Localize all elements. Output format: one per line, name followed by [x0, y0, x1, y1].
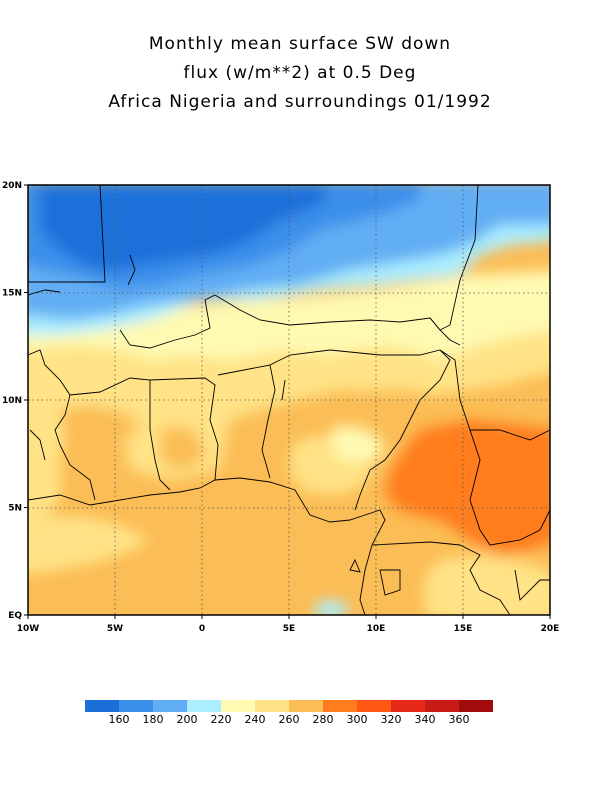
axis-tick-marks [24, 184, 551, 619]
colorbar-swatch [289, 700, 323, 712]
field-band-lt160 [40, 185, 330, 270]
colorbar-label: 200 [176, 713, 198, 726]
colorbar-swatch [153, 700, 187, 712]
y-tick-label: 15N [2, 289, 22, 299]
colorbar-swatch [357, 700, 391, 712]
colorbar-swatch [425, 700, 459, 712]
map-title-line3: Africa Nigeria and surroundings 01/1992 [108, 92, 492, 112]
colorbar-label: 300 [346, 713, 368, 726]
x-tick-label: 15E [454, 624, 473, 634]
colorbar-label: 280 [312, 713, 334, 726]
colorbar-swatch [119, 700, 153, 712]
y-tick-label: EQ [8, 611, 22, 621]
colorbar-label: 220 [210, 713, 232, 726]
grid-lines [28, 185, 550, 615]
map-title-line1: Monthly mean surface SW down [148, 34, 452, 54]
colorbar-swatch [221, 700, 255, 712]
x-tick-label: 5W [107, 624, 123, 634]
border-north [28, 185, 106, 283]
x-tick-label: 5E [283, 624, 295, 634]
colorbar-label: 260 [278, 713, 300, 726]
y-tick-label: 5N [8, 504, 22, 514]
x-tick-label: 20E [541, 624, 560, 634]
colorbar-label: 180 [142, 713, 164, 726]
x-tick-label: 10W [17, 624, 40, 634]
colorbar-label: 320 [380, 713, 402, 726]
colorbar-swatch [323, 700, 357, 712]
colorbar-swatch [255, 700, 289, 712]
axis-tick-labels: 10W 5W 0 5E 10E 15E 20E 20N 15N 10N 5N EQ [2, 181, 559, 634]
colorbar-label: 240 [244, 713, 266, 726]
map-title-line2: flux (w/m**2) at 0.5 Deg [183, 63, 417, 83]
field-band-280-300 [385, 420, 550, 555]
x-tick-label: 0 [199, 624, 205, 634]
y-tick-label: 20N [2, 181, 22, 191]
y-tick-label: 10N [2, 396, 22, 406]
colorbar-swatch [459, 700, 493, 712]
colorbar-swatch [187, 700, 221, 712]
colorbar-label: 160 [108, 713, 130, 726]
colorbar-label: 360 [448, 713, 470, 726]
colorbar-label: 340 [414, 713, 436, 726]
colorbar [85, 700, 493, 712]
x-tick-label: 10E [367, 624, 386, 634]
country-borders [28, 185, 550, 615]
colorbar-swatch [85, 700, 119, 712]
colorbar-swatch [391, 700, 425, 712]
